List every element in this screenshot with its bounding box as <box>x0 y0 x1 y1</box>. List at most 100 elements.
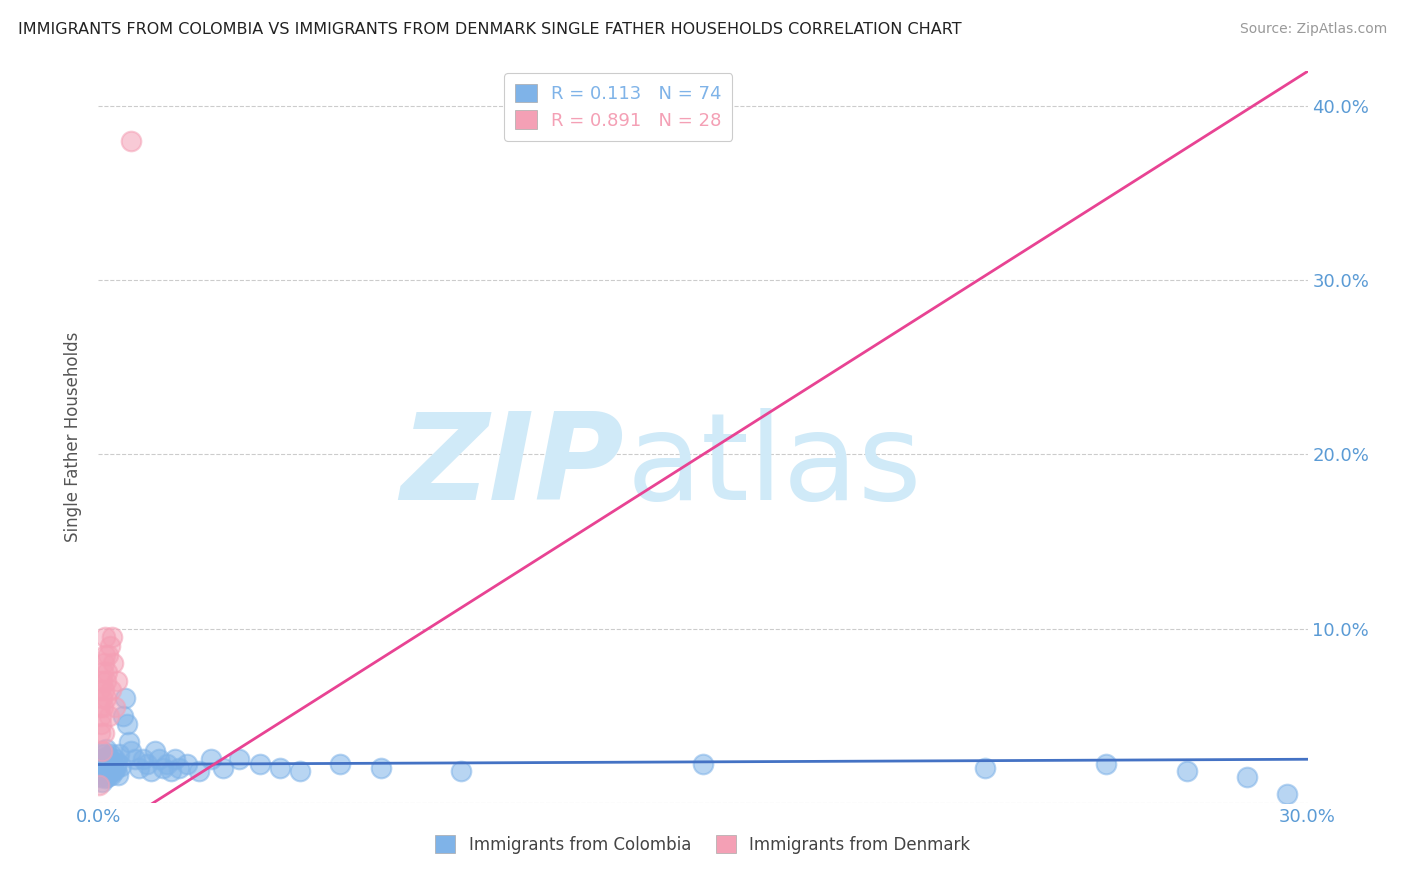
Point <box>98 756 121 770</box>
Point <box>111 708 134 723</box>
Point <box>90 775 112 789</box>
Point <box>212 761 235 775</box>
Point <box>91 766 114 780</box>
Point <box>96 665 118 680</box>
Point <box>269 761 291 775</box>
Point <box>115 717 138 731</box>
Point <box>100 747 122 761</box>
Text: IMMIGRANTS FROM COLOMBIA VS IMMIGRANTS FROM DENMARK SINGLE FATHER HOUSEHOLDS COR: IMMIGRANTS FROM COLOMBIA VS IMMIGRANTS F… <box>18 22 962 37</box>
Point <box>132 752 155 766</box>
Point <box>90 757 112 772</box>
Point <box>96 770 118 784</box>
Point <box>108 747 131 761</box>
Point <box>91 763 114 777</box>
Point <box>128 761 150 775</box>
Point <box>1095 757 1118 772</box>
Point <box>160 764 183 779</box>
Point <box>89 752 111 766</box>
Point <box>124 752 146 766</box>
Point <box>98 759 121 773</box>
Point <box>97 648 120 662</box>
Point <box>97 752 120 766</box>
Point <box>105 756 128 770</box>
Point <box>329 757 352 772</box>
Point <box>94 648 117 662</box>
Point <box>90 764 112 779</box>
Point <box>103 764 125 779</box>
Point <box>97 708 120 723</box>
Point <box>101 657 124 671</box>
Point <box>118 735 141 749</box>
Point <box>97 748 120 763</box>
Point <box>96 691 118 706</box>
Point <box>107 768 129 782</box>
Point <box>98 639 121 653</box>
Point <box>370 761 392 775</box>
Point <box>100 768 122 782</box>
Point <box>163 752 186 766</box>
Point <box>114 691 136 706</box>
Point <box>94 772 117 786</box>
Point <box>105 673 128 688</box>
Point <box>110 759 132 773</box>
Point <box>89 682 111 697</box>
Point <box>91 754 114 768</box>
Point <box>167 761 190 775</box>
Point <box>97 763 120 777</box>
Text: Source: ZipAtlas.com: Source: ZipAtlas.com <box>1240 22 1388 37</box>
Point <box>89 770 111 784</box>
Point <box>93 747 115 761</box>
Point <box>1175 764 1198 779</box>
Point <box>100 754 122 768</box>
Point <box>143 743 166 757</box>
Point <box>96 761 118 775</box>
Point <box>135 757 157 772</box>
Point <box>89 700 111 714</box>
Point <box>152 761 174 775</box>
Point <box>139 764 162 779</box>
Point <box>89 726 111 740</box>
Point <box>93 657 115 671</box>
Point <box>94 750 117 764</box>
Point <box>176 757 198 772</box>
Y-axis label: Single Father Households: Single Father Households <box>65 332 83 542</box>
Point <box>228 752 250 766</box>
Point <box>974 761 997 775</box>
Point <box>100 682 122 697</box>
Point <box>90 708 112 723</box>
Point <box>103 700 125 714</box>
Point <box>93 726 115 740</box>
Point <box>90 717 112 731</box>
Point <box>94 673 117 688</box>
Point <box>96 764 118 779</box>
Text: atlas: atlas <box>627 408 922 524</box>
Legend: Immigrants from Colombia, Immigrants from Denmark: Immigrants from Colombia, Immigrants fro… <box>429 829 977 860</box>
Point <box>93 682 115 697</box>
Point <box>288 764 311 779</box>
Point <box>450 764 472 779</box>
Point <box>98 766 121 780</box>
Point <box>91 665 114 680</box>
Point <box>91 743 114 757</box>
Point <box>692 757 714 772</box>
Point <box>103 757 125 772</box>
Point <box>104 761 127 775</box>
Point <box>89 761 111 775</box>
Point <box>1277 787 1299 801</box>
Point <box>1236 770 1258 784</box>
Point <box>100 761 122 775</box>
Point <box>90 673 112 688</box>
Point <box>94 741 117 756</box>
Point <box>91 691 114 706</box>
Point <box>120 743 142 757</box>
Point <box>93 768 115 782</box>
Point <box>249 757 271 772</box>
Point <box>93 759 115 773</box>
Point <box>94 631 117 645</box>
Point <box>97 757 120 772</box>
Point <box>101 763 124 777</box>
Point <box>94 756 117 770</box>
Point <box>104 752 127 766</box>
Point <box>91 743 114 757</box>
Point <box>91 700 114 714</box>
